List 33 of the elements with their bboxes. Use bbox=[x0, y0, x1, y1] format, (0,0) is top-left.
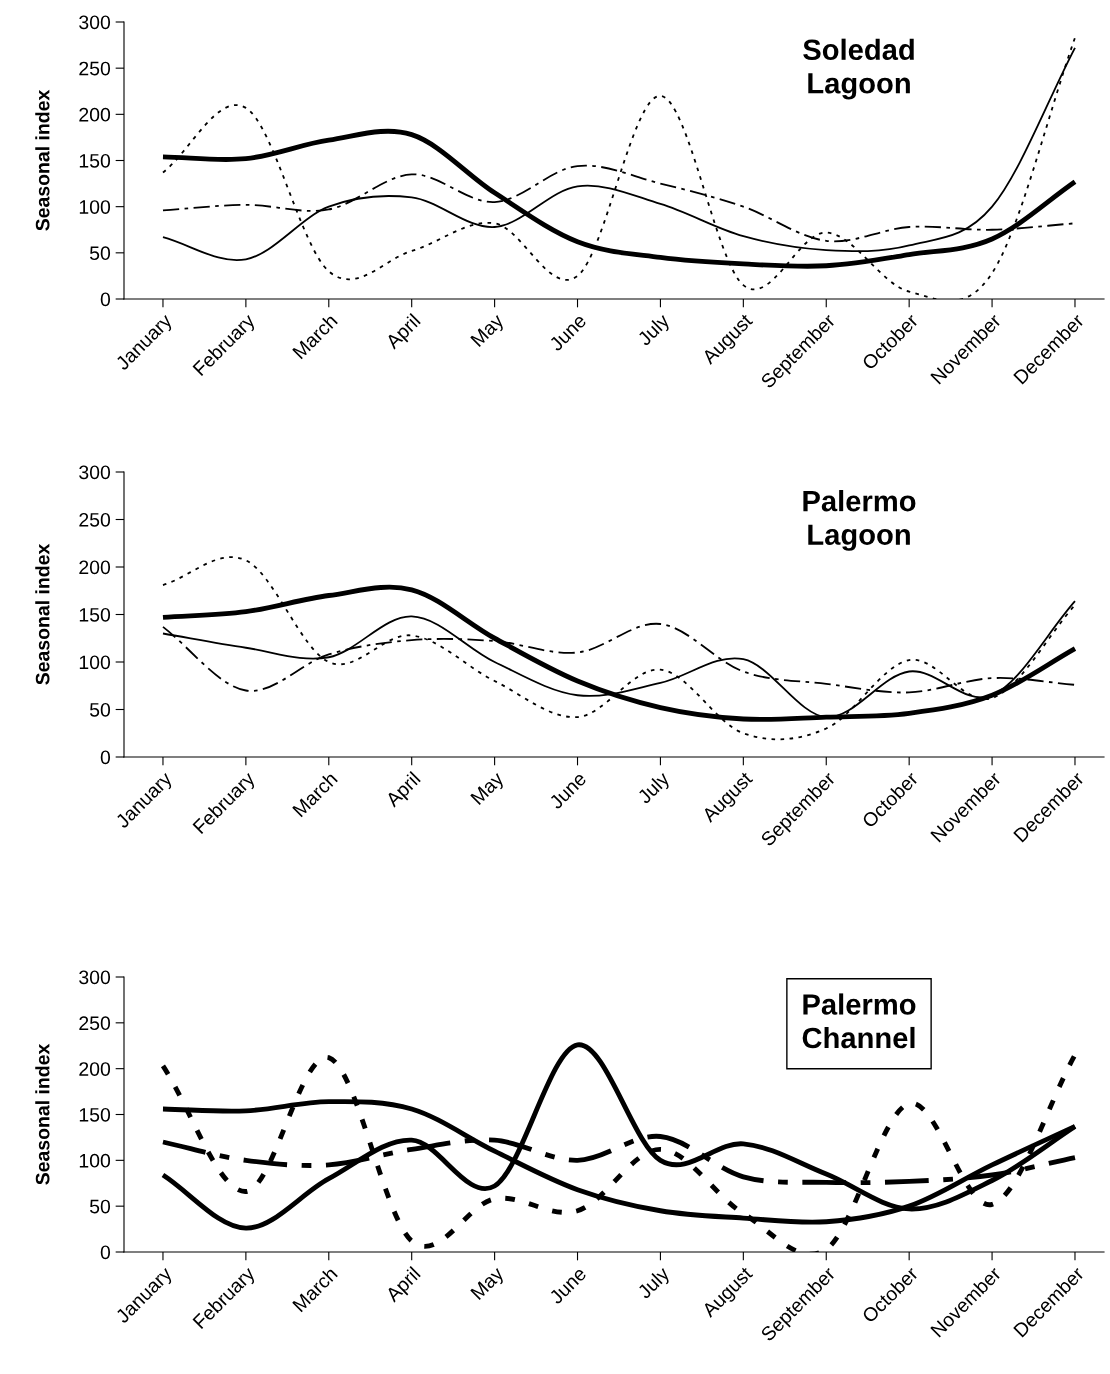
x-tick-label: May bbox=[470, 770, 508, 808]
y-tick-label: 200 bbox=[79, 560, 111, 575]
y-tick-label: 300 bbox=[79, 15, 111, 30]
x-tick-label: July bbox=[636, 312, 674, 350]
text: Soledad Lagoon bbox=[803, 38, 914, 100]
y-tick-label: 0 bbox=[100, 1245, 111, 1260]
y-tick-label: 50 bbox=[89, 702, 111, 717]
y-tick-label: 0 bbox=[100, 292, 111, 307]
y-tick-label: 100 bbox=[79, 200, 111, 214]
y-tick-label: 50 bbox=[89, 1199, 111, 1214]
x-tick-label: July bbox=[636, 770, 674, 808]
y-tick-label: 50 bbox=[89, 246, 111, 261]
y-tick-label: 250 bbox=[79, 1016, 111, 1031]
y-axis-title: Seasonal index bbox=[35, 543, 50, 685]
x-tick-label: July bbox=[636, 1265, 674, 1303]
y-tick-label: 0 bbox=[100, 750, 111, 765]
y-tick-label: 200 bbox=[79, 1062, 111, 1076]
y-tick-label: 100 bbox=[79, 655, 111, 670]
y-tick-label: 150 bbox=[79, 153, 111, 168]
y-tick-label: 200 bbox=[79, 107, 111, 122]
y-tick-label: 150 bbox=[79, 1107, 111, 1122]
x-tick-label: May bbox=[470, 312, 508, 350]
y-tick-label: 250 bbox=[79, 61, 111, 76]
y-tick-label: 300 bbox=[79, 970, 111, 985]
y-tick-label: 100 bbox=[79, 1153, 111, 1168]
y-tick-label: 250 bbox=[79, 512, 111, 527]
y-tick-label: 150 bbox=[79, 607, 111, 622]
y-axis-title: Seasonal index bbox=[35, 89, 50, 231]
text: Palermo Channel bbox=[802, 993, 916, 1049]
text: Palermo Lagoon bbox=[803, 490, 916, 551]
y-axis-title: Seasonal index bbox=[35, 1043, 50, 1185]
x-tick-label: May bbox=[470, 1265, 508, 1303]
y-tick-label: 300 bbox=[79, 465, 111, 480]
